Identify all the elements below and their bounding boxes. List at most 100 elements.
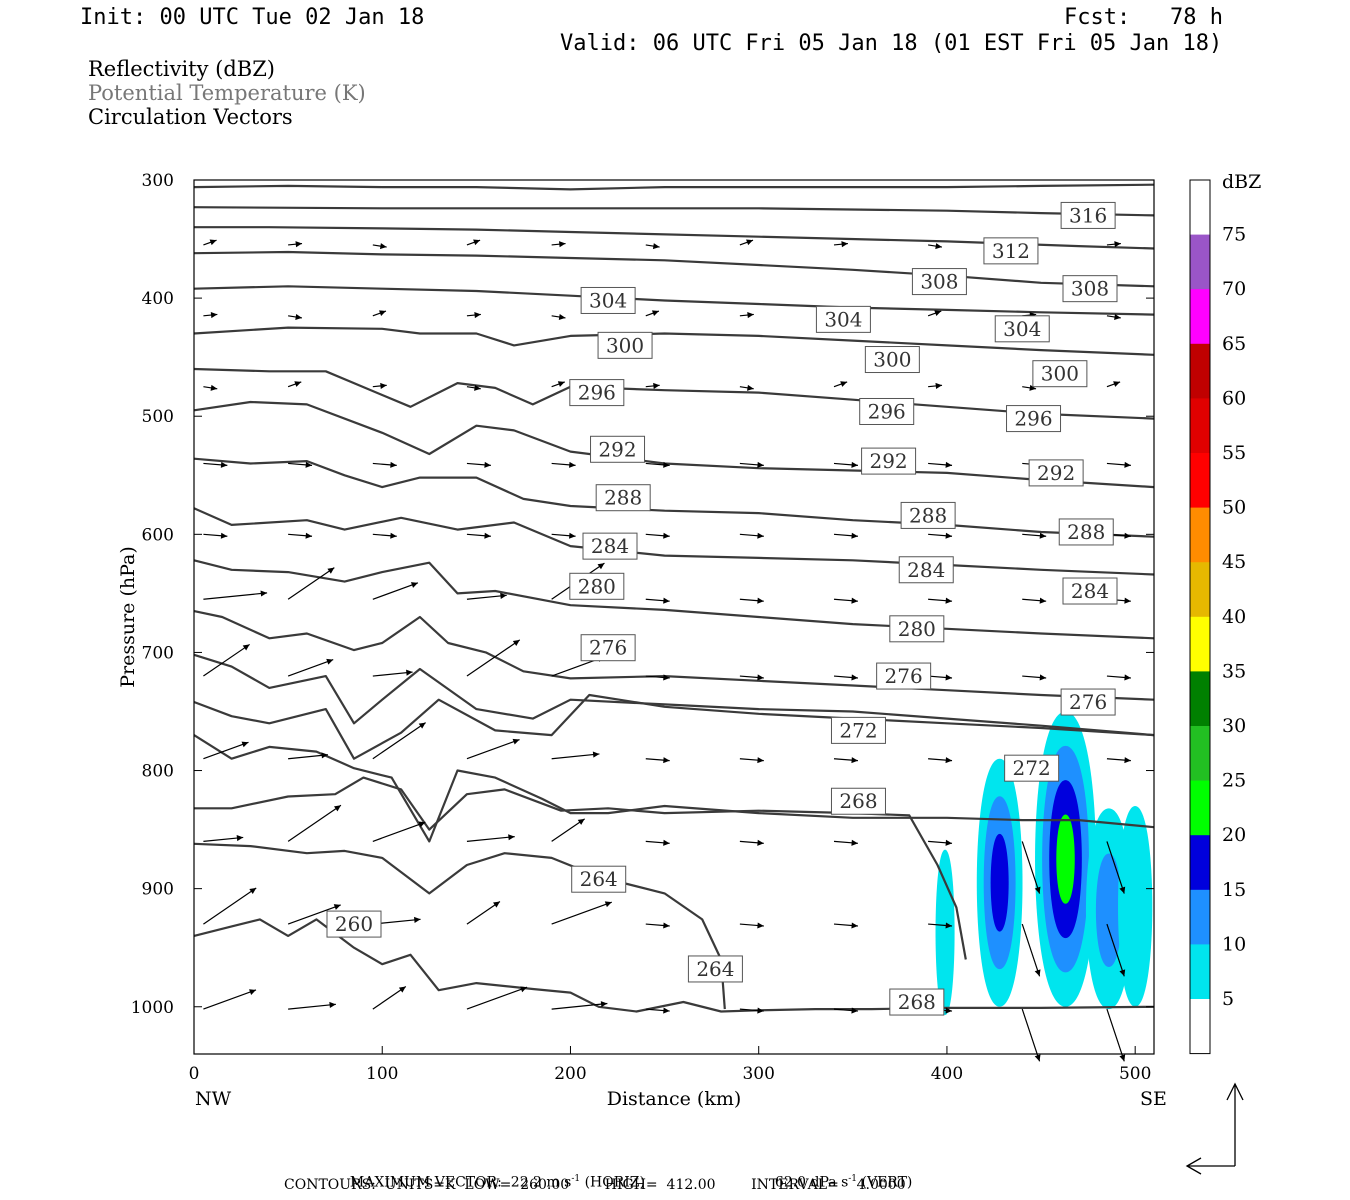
theta-label-box [1028, 459, 1084, 487]
theta-contour-0 [193, 183, 1155, 191]
theta-label-264: 264 [571, 865, 627, 893]
theta-label-text: 300 [606, 333, 644, 357]
theta-label-box [911, 268, 967, 296]
vector-120 [1106, 1008, 1126, 1062]
vector-head [569, 532, 576, 539]
vector-head [652, 243, 660, 250]
vector-head [757, 1007, 764, 1014]
theta-label-box [580, 634, 636, 662]
vector-109 [1106, 923, 1126, 977]
vector-110 [203, 989, 257, 1010]
theta-label-box [1006, 405, 1062, 433]
theta-label-text: 264 [580, 867, 618, 891]
theta-label-text: 284 [1071, 579, 1109, 603]
max-vector-vert-tag: (VERT) [861, 1174, 913, 1191]
vector-head [414, 916, 421, 923]
colorbar-segment-2 [1190, 289, 1210, 345]
theta-contour-6 [193, 367, 1155, 420]
vector-44 [203, 532, 228, 539]
vector-head [663, 839, 670, 846]
vector-97 [1021, 841, 1041, 894]
vector-head [379, 243, 387, 250]
theta-label-text: 272 [1013, 756, 1051, 780]
theta-label-text: 292 [869, 449, 907, 473]
vector-89 [287, 804, 342, 842]
vector-shaft [466, 594, 507, 600]
vector-head [220, 461, 228, 468]
vector-99 [203, 887, 257, 925]
theta-label-text: 308 [920, 270, 958, 294]
vector-113 [466, 986, 528, 1010]
vector-head [1124, 757, 1131, 764]
theta-label-text: 296 [1014, 407, 1052, 431]
vector-22 [203, 384, 218, 391]
theta-contour-12 [193, 653, 1155, 737]
theta-contour-8 [193, 457, 1155, 538]
legend-potential-temperature: Potential Temperature (K) [88, 81, 366, 105]
vector-head [333, 904, 341, 910]
vector-94 [739, 839, 764, 846]
colorbar-label-30: 30 [1222, 715, 1246, 737]
vector-shaft [1106, 841, 1125, 894]
theta-label-box [580, 286, 636, 314]
colorbar-segment-1 [1190, 234, 1210, 290]
y-tick-label-300: 300 [142, 171, 174, 191]
vector-13 [372, 310, 387, 317]
vector-head [569, 461, 576, 468]
x-end-label-se: SE [1140, 1088, 1167, 1110]
theta-label-268: 268 [889, 988, 945, 1016]
vector-58 [466, 592, 507, 600]
vector-head [945, 674, 953, 681]
vector-23 [287, 381, 302, 388]
colorbar-label-50: 50 [1222, 497, 1246, 519]
theta-label-292: 292 [861, 447, 917, 475]
theta-label-box [1062, 577, 1118, 605]
y-tick-label-1000: 1000 [131, 998, 174, 1018]
theta-label-text: 304 [589, 288, 627, 312]
vector-111 [288, 1001, 336, 1010]
colorbar: 75 70 65 60 55 50 45 40 35 30 25 20 15 10 5 [1189, 179, 1246, 1055]
theta-label-box [582, 532, 638, 560]
vector-3 [466, 239, 481, 246]
vector-108 [1021, 923, 1041, 977]
vector-32 [1106, 381, 1121, 388]
colorbar-segment-8 [1190, 616, 1210, 672]
theta-contour-9 [193, 507, 1155, 576]
vector-head [210, 312, 218, 319]
vector-66 [203, 643, 250, 677]
vector-88 [203, 835, 244, 843]
max-vector-horiz: 22.2 m s [510, 1174, 572, 1191]
vector-head [747, 312, 754, 319]
vector-head [236, 835, 244, 842]
vector-72 [739, 674, 764, 681]
theta-label-text: 276 [589, 636, 627, 660]
vector-head [663, 461, 670, 468]
theta-label-text: 276 [1069, 690, 1107, 714]
vector-head [592, 751, 600, 758]
vector-27 [645, 382, 660, 389]
vector-91 [466, 834, 515, 843]
theta-label-box [687, 955, 743, 983]
vector-25 [466, 384, 481, 391]
vector-head [747, 384, 754, 391]
vector-shaft [466, 901, 501, 925]
vector-head [1113, 381, 1121, 387]
vector-head [484, 532, 491, 539]
y-tick-label-500: 500 [142, 407, 174, 427]
vector-head [1034, 969, 1041, 977]
vector-head [1039, 532, 1047, 539]
vector-43 [1106, 461, 1131, 468]
vector-shaft [372, 671, 413, 677]
vector-106 [833, 922, 858, 929]
vector-55 [203, 590, 268, 600]
theta-label-308: 308 [911, 268, 967, 296]
vector-79 [372, 722, 426, 760]
theta-label-box [569, 379, 625, 407]
colorbar-segment-11 [1190, 780, 1210, 836]
theta-label-296: 296 [859, 397, 915, 425]
vector-head [935, 243, 942, 250]
vector-51 [833, 532, 858, 539]
theta-label-text: 292 [1037, 461, 1075, 485]
vector-shaft [287, 904, 341, 925]
